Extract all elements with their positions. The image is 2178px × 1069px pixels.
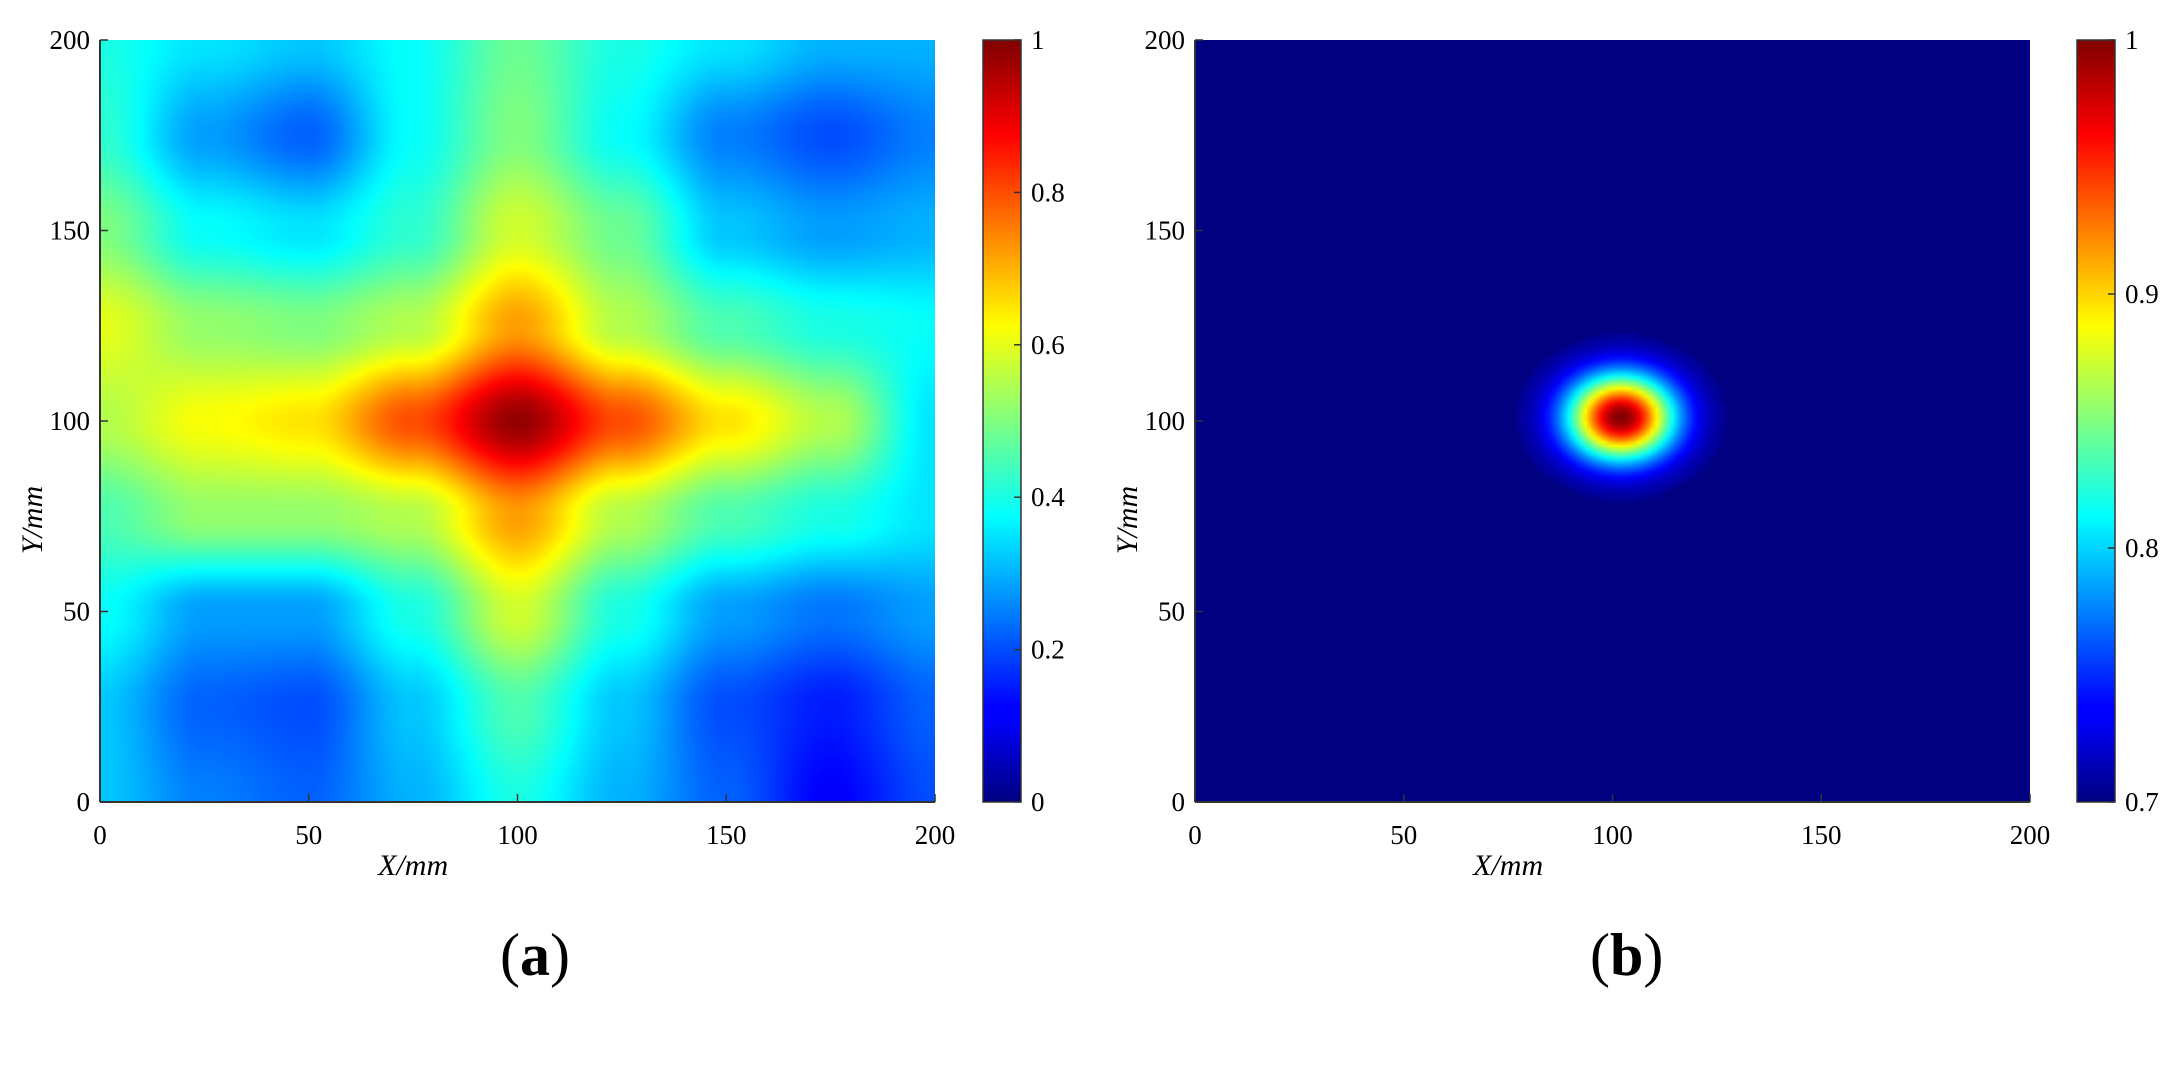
x-tick-label: 100 xyxy=(1592,820,1633,850)
heatmap-a xyxy=(100,40,935,802)
y-axis-label: Y/mm xyxy=(16,486,49,554)
x-tick-label: 0 xyxy=(93,820,107,850)
caption-a-letter: a xyxy=(519,922,550,988)
x-tick-label: 100 xyxy=(497,820,538,850)
caption-b-letter: b xyxy=(1609,922,1644,988)
y-tick-label: 100 xyxy=(1145,406,1186,436)
heatmap-b xyxy=(1195,40,2030,802)
y-tick-label: 50 xyxy=(1158,597,1185,627)
x-tick-label: 150 xyxy=(1801,820,1842,850)
x-axis-label: X/mm xyxy=(1472,849,1543,882)
colorbar-tick-label: 0.8 xyxy=(1031,177,1065,207)
caption-a: (a) xyxy=(500,922,570,988)
colorbar-tick-label: 0.9 xyxy=(2125,279,2159,309)
x-tick-label: 0 xyxy=(1188,820,1202,850)
y-axis-label: Y/mm xyxy=(1111,486,1144,554)
colorbar-tick-label: 0 xyxy=(1031,787,1045,817)
y-tick-label: 200 xyxy=(50,25,91,55)
x-tick-label: 200 xyxy=(915,820,956,850)
x-tick-label: 150 xyxy=(706,820,747,850)
colorbar-tick-label: 0.2 xyxy=(1031,635,1065,665)
chart-b: 0 50 100 150 200 0 50 100 150 200 X/mm Y/mm 0.7 0.8 0.… xyxy=(1111,25,2159,882)
colorbar xyxy=(2076,39,2116,803)
colorbar-tick-label: 0.7 xyxy=(2125,787,2159,817)
y-tick-label: 0 xyxy=(77,787,91,817)
colorbar-tick-label: 0.4 xyxy=(1031,482,1065,512)
caption-b: (b) xyxy=(1590,922,1664,988)
x-tick-label: 50 xyxy=(1390,820,1417,850)
x-tick-label: 50 xyxy=(295,820,322,850)
colorbar xyxy=(982,39,1022,803)
colorbar-tick-label: 1 xyxy=(1031,25,1045,55)
y-tick-label: 50 xyxy=(63,597,90,627)
colorbar-tick-label: 1 xyxy=(2125,25,2139,55)
y-tick-label: 200 xyxy=(1145,25,1186,55)
x-axis-label: X/mm xyxy=(377,849,448,882)
y-tick-label: 100 xyxy=(50,406,91,436)
y-tick-label: 0 xyxy=(1172,787,1186,817)
colorbar-tick-label: 0.8 xyxy=(2125,533,2159,563)
chart-a: 0 50 100 150 200 0 50 100 150 200 X/mm Y/mm 0 0.2 0.4 0… xyxy=(16,25,1065,882)
y-tick-label: 150 xyxy=(1145,216,1186,246)
x-tick-label: 200 xyxy=(2010,820,2051,850)
y-tick-label: 150 xyxy=(50,216,91,246)
colorbar-tick-label: 0.6 xyxy=(1031,330,1065,360)
